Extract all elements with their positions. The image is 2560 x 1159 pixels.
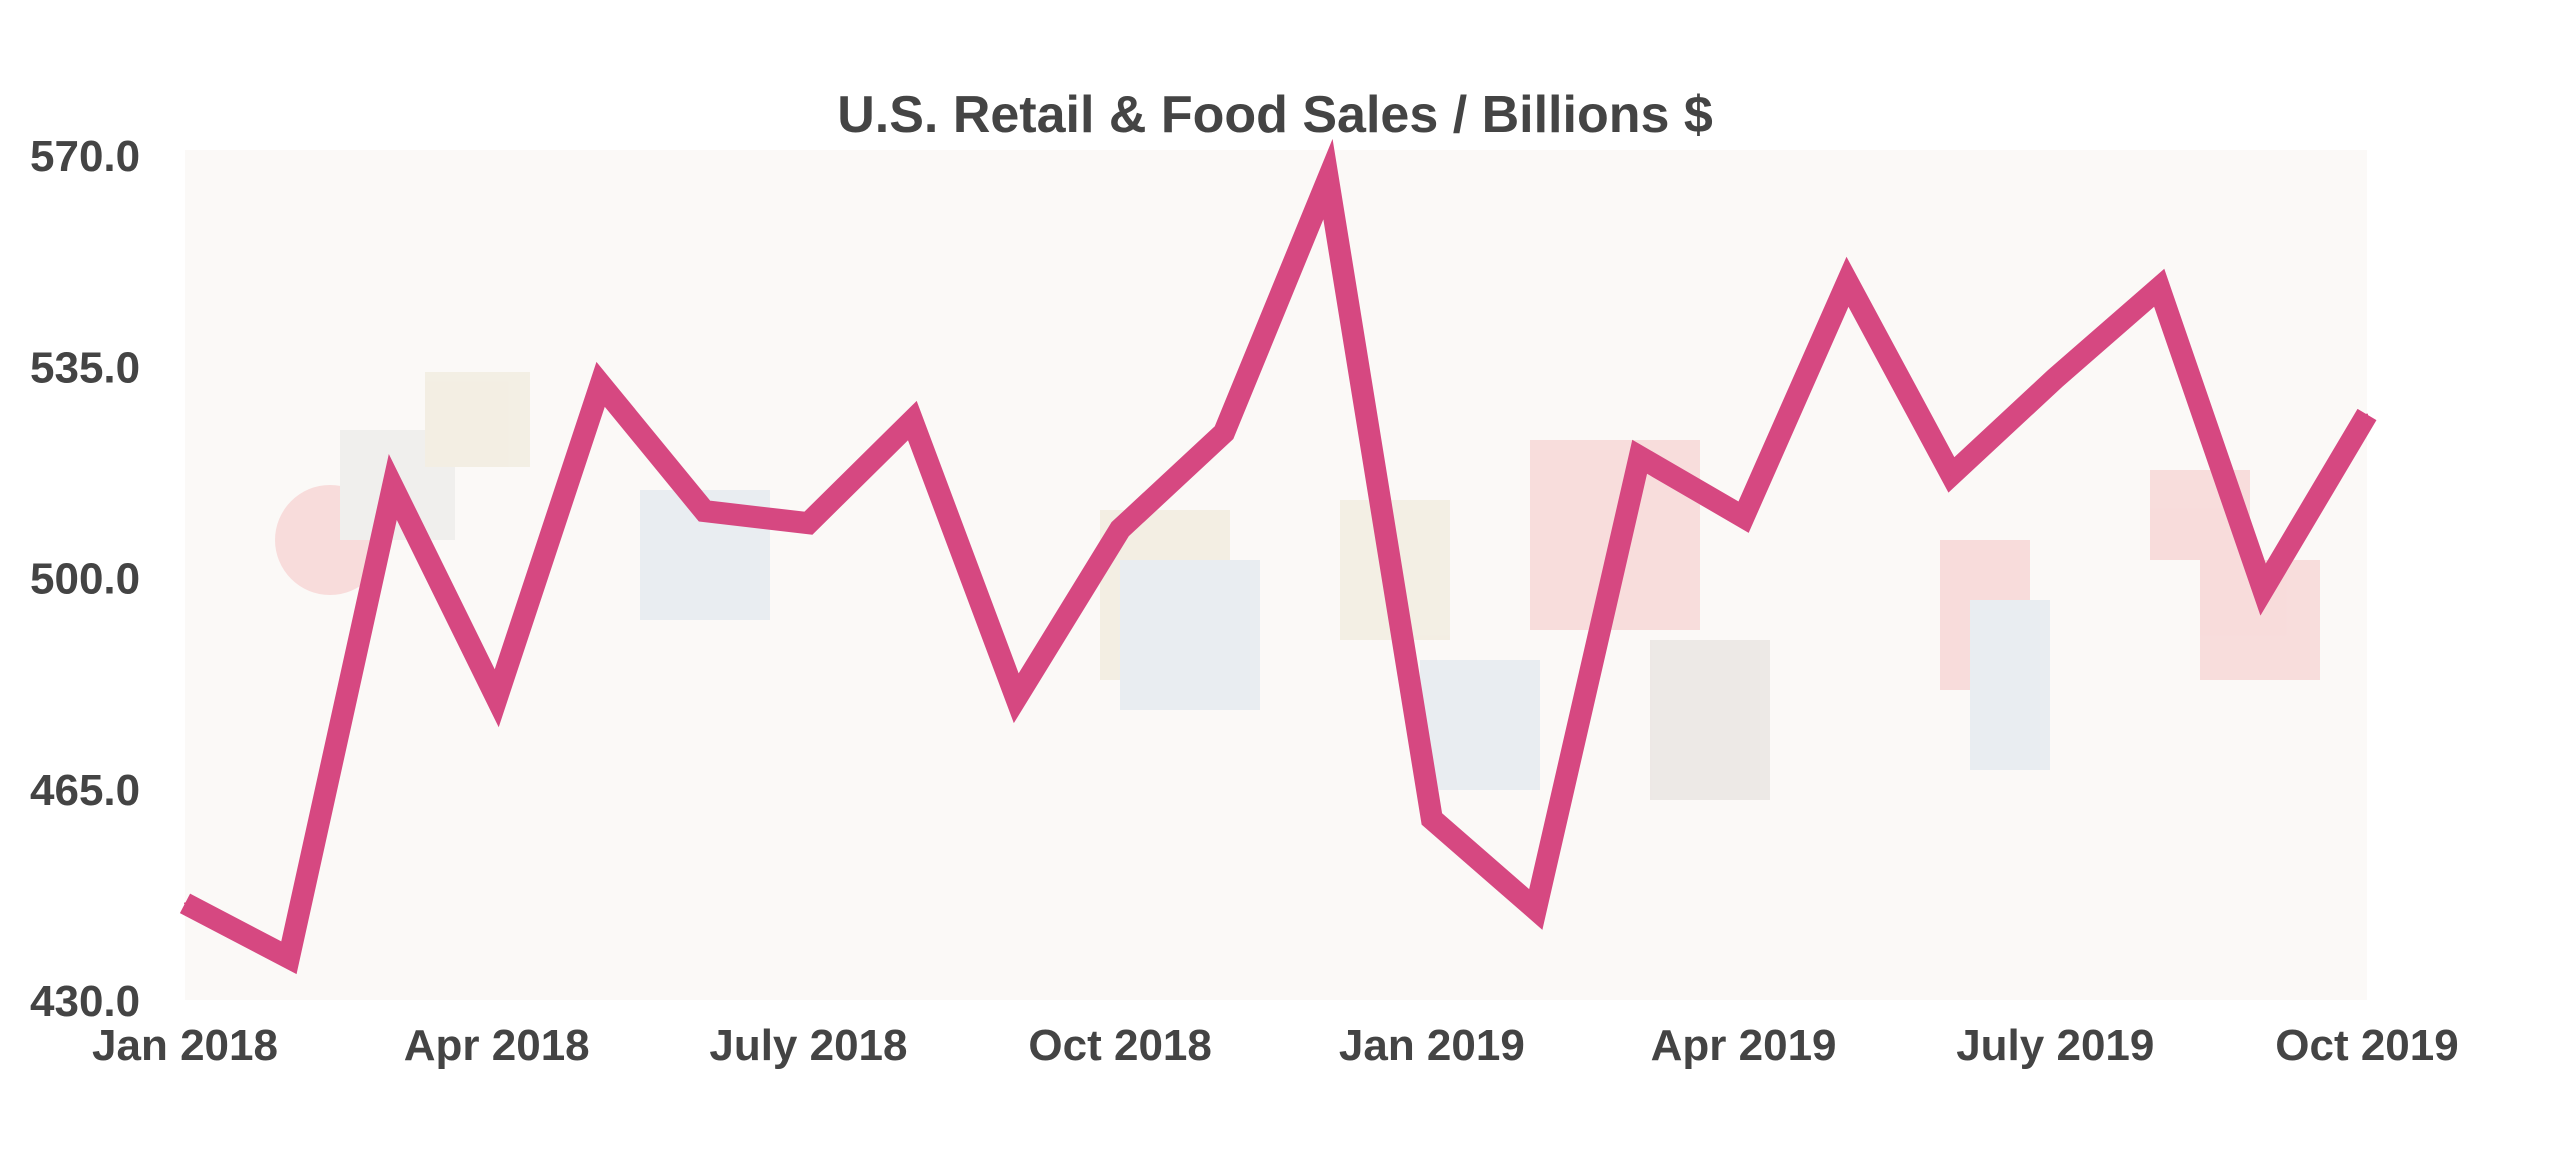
data-point-2019-05 <box>1846 280 1849 283</box>
data-point-2019-08 <box>2158 286 2161 289</box>
x-tick-label: July 2018 <box>709 1021 907 1070</box>
data-point-2018-10 <box>1119 528 1122 531</box>
data-point-2018-05 <box>599 383 602 386</box>
data-point-2018-04 <box>495 697 498 700</box>
x-tick-label: Apr 2018 <box>404 1021 590 1070</box>
data-point-2019-06 <box>1950 473 1953 476</box>
data-point-2018-07 <box>807 522 810 525</box>
data-point-2019-02 <box>1534 908 1537 911</box>
data-point-2019-03 <box>1638 455 1641 458</box>
data-point-2018-11 <box>1223 431 1226 434</box>
x-tick-label: Oct 2018 <box>1028 1021 1211 1070</box>
data-point-2018-09 <box>1015 697 1018 700</box>
x-tick-label: Jan 2019 <box>1339 1021 1525 1070</box>
x-tick-label: Oct 2019 <box>2275 1021 2458 1070</box>
data-point-2019-01 <box>1430 817 1433 820</box>
y-tick-label: 535.0 <box>30 343 140 392</box>
data-point-2018-03 <box>391 485 394 488</box>
x-tick-label: Jan 2018 <box>92 1021 278 1070</box>
y-tick-label: 430.0 <box>30 977 140 1026</box>
data-point-2018-02 <box>287 956 290 959</box>
series-line <box>179 138 2377 975</box>
data-point-2018-01 <box>184 902 186 905</box>
data-point-2018-08 <box>911 419 914 422</box>
x-tick-label: Apr 2019 <box>1651 1021 1837 1070</box>
y-tick-label: 465.0 <box>30 766 140 815</box>
data-point-2019-10 <box>2366 413 2368 416</box>
x-tick-label: July 2019 <box>1956 1021 2154 1070</box>
chart-title: U.S. Retail & Food Sales / Billions $ <box>837 86 1713 144</box>
y-tick-label: 570.0 <box>30 132 140 181</box>
y-tick-label: 500.0 <box>30 555 140 604</box>
data-point-2019-09 <box>2262 588 2265 591</box>
data-point-2018-12 <box>1326 178 1329 181</box>
data-point-2018-06 <box>703 510 706 513</box>
data-point-2019-04 <box>1742 516 1745 519</box>
data-point-2019-07 <box>2054 377 2057 380</box>
